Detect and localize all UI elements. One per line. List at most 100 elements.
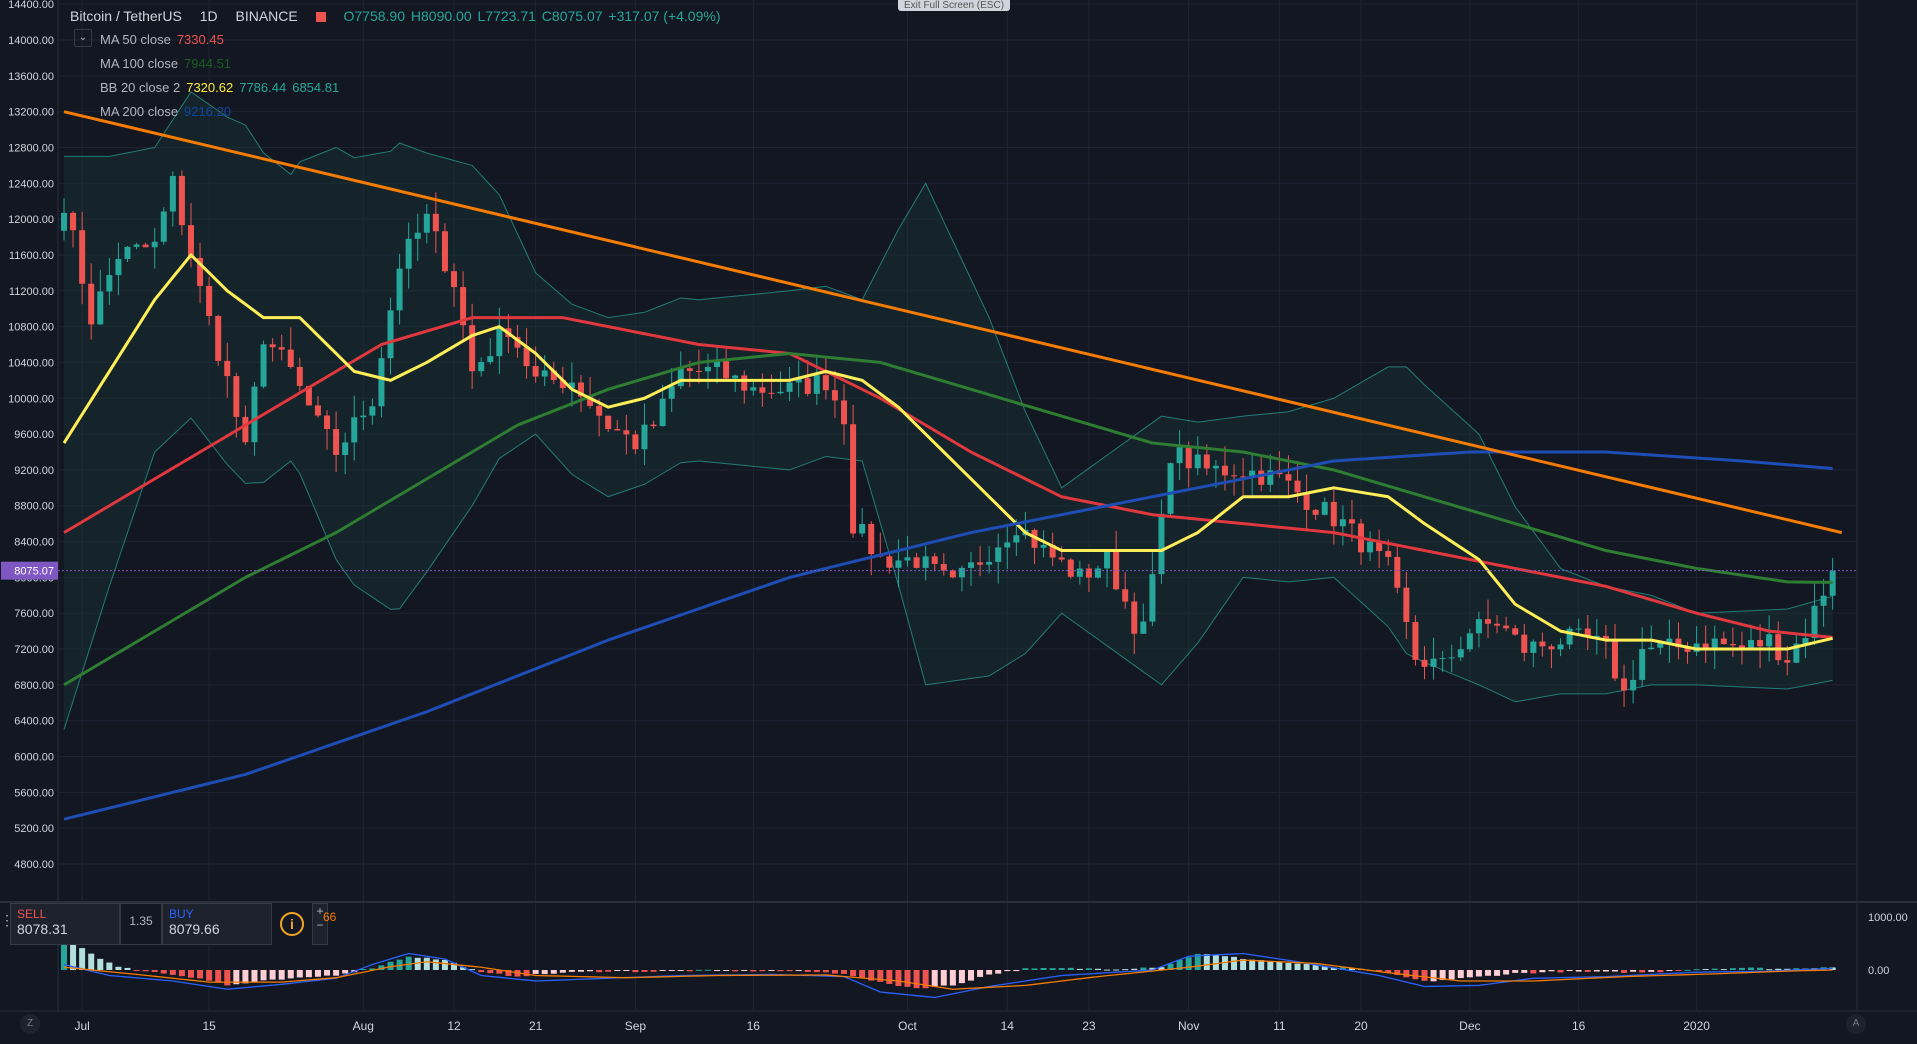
- candle-body: [378, 358, 385, 407]
- macd-histogram-bar: [1484, 970, 1491, 976]
- candle-body: [559, 380, 566, 389]
- ma100-line: [63, 351, 1833, 687]
- macd-histogram-bar: [777, 970, 784, 972]
- macd-histogram-bar: [242, 970, 249, 984]
- macd-histogram-bar: [986, 970, 993, 975]
- candle-body: [650, 424, 657, 427]
- macd-histogram-bar: [1004, 970, 1011, 972]
- flag-icon[interactable]: [315, 12, 326, 22]
- candle-body: [1793, 643, 1800, 663]
- candle-body: [1321, 501, 1328, 515]
- macd-histogram-bar: [1131, 968, 1138, 970]
- price-axis-label: 10000.00: [8, 393, 54, 405]
- indicator-name: BB 20 close 2: [100, 80, 181, 95]
- candle-body: [1376, 541, 1383, 552]
- indicator-name: MA 200 close: [100, 104, 179, 119]
- macd-histogram-bar: [1212, 955, 1219, 970]
- macd-histogram-bar: [451, 962, 458, 970]
- macd-histogram-bar: [1584, 970, 1591, 972]
- symbol-name[interactable]: Bitcoin / TetherUS: [70, 8, 182, 24]
- time-axis-label: 11: [1273, 1019, 1286, 1033]
- sell-price: 8078.31: [17, 921, 68, 937]
- macd-histogram-bar: [850, 970, 857, 977]
- candle-body: [568, 382, 575, 389]
- macd-histogram-bar: [1049, 968, 1056, 970]
- macd-histogram-bar: [1421, 970, 1428, 981]
- time-axis-label: 15: [202, 1019, 216, 1033]
- macd-histogram-bar: [178, 970, 185, 977]
- macd-histogram-bar: [841, 970, 848, 974]
- indicator-row[interactable]: MA 100 close 7944.51: [100, 52, 723, 76]
- timezone-button[interactable]: Z: [20, 1014, 40, 1034]
- candle-body: [940, 563, 947, 571]
- auto-scale-button[interactable]: A: [1846, 1014, 1866, 1034]
- current-price-tag: [1, 561, 58, 580]
- macd-histogram-bar: [587, 970, 594, 972]
- macd-histogram-bar: [1294, 963, 1301, 970]
- candle-body: [469, 325, 476, 372]
- macd-histogram-bar: [287, 970, 294, 979]
- macd-histogram-bar: [1285, 963, 1292, 970]
- drag-handle-icon[interactable]: ⋮: [0, 912, 14, 928]
- macd-histogram-bar: [723, 970, 730, 971]
- candle-body: [1503, 625, 1510, 629]
- macd-histogram-bar: [541, 970, 548, 975]
- candle-body: [1140, 621, 1147, 634]
- candle-body: [1829, 570, 1836, 596]
- macd-histogram-bar: [1621, 970, 1628, 973]
- macd-histogram-bar: [1249, 959, 1256, 970]
- time-axis-label: 12: [447, 1019, 461, 1033]
- indicator-row[interactable]: BB 20 close 2 7320.62 7786.44 6854.81: [100, 76, 723, 100]
- macd-histogram-bar: [804, 970, 811, 972]
- buy-button[interactable]: BUY 8079.66: [162, 903, 272, 945]
- candle-body: [1584, 628, 1591, 638]
- candle-body: [296, 367, 303, 386]
- macd-histogram-bar: [333, 970, 340, 976]
- candle-body: [70, 212, 77, 231]
- macd-histogram-bar: [1575, 970, 1582, 972]
- indicator-row[interactable]: MA 50 close 7330.45: [100, 28, 723, 52]
- candle-body: [1675, 638, 1682, 648]
- candle-body: [1494, 623, 1501, 626]
- candle-body: [1104, 550, 1111, 569]
- candle-body: [1131, 601, 1138, 634]
- macd-histogram-bar: [741, 970, 748, 971]
- macd-histogram-bar: [1457, 970, 1464, 979]
- exit-fullscreen-button[interactable]: Exit Full Screen (ESC): [898, 0, 1011, 11]
- macd-histogram-bar: [1693, 969, 1700, 971]
- macd-histogram-bar: [1203, 954, 1210, 970]
- macd-histogram-bar: [768, 970, 775, 971]
- macd-histogram-bar: [1494, 970, 1501, 976]
- macd-histogram-bar: [795, 970, 802, 971]
- macd-histogram-bar: [532, 970, 539, 974]
- macd-histogram-bar: [695, 969, 702, 971]
- plus-button[interactable]: +: [316, 904, 324, 918]
- interval[interactable]: 1D: [199, 8, 218, 24]
- candle-body: [351, 417, 358, 443]
- candle-body: [841, 400, 848, 425]
- candle-body: [1566, 628, 1573, 645]
- minus-button[interactable]: −: [316, 918, 324, 932]
- chevron-down-icon[interactable]: ⌄: [74, 29, 92, 47]
- price-axis-label: 6400.00: [14, 716, 54, 728]
- quantity-stepper[interactable]: + −: [312, 903, 328, 945]
- indicator-row[interactable]: MA 200 close 9216.20: [100, 100, 723, 124]
- info-button[interactable]: i: [272, 903, 312, 945]
- candle-body: [187, 225, 194, 258]
- candle-body: [423, 213, 430, 233]
- macd-histogram-bar: [1793, 968, 1800, 970]
- macd-histogram-bar: [1067, 967, 1074, 970]
- candle-body: [432, 213, 439, 232]
- candle-body: [206, 285, 213, 317]
- macd-histogram-bar: [1539, 970, 1546, 973]
- macd-histogram-bar: [931, 970, 938, 987]
- macd-histogram-bar: [405, 956, 412, 970]
- candle-body: [1285, 474, 1292, 481]
- sell-button[interactable]: SELL 8078.31: [10, 903, 120, 945]
- candle-body: [922, 556, 929, 568]
- macd-histogram-bar: [1158, 967, 1165, 970]
- symbol-row[interactable]: Bitcoin / TetherUS 1D BINANCE O7758.90 H…: [70, 4, 723, 28]
- macd-histogram-bar: [1512, 970, 1519, 973]
- bollinger-lower-line: [63, 417, 1833, 730]
